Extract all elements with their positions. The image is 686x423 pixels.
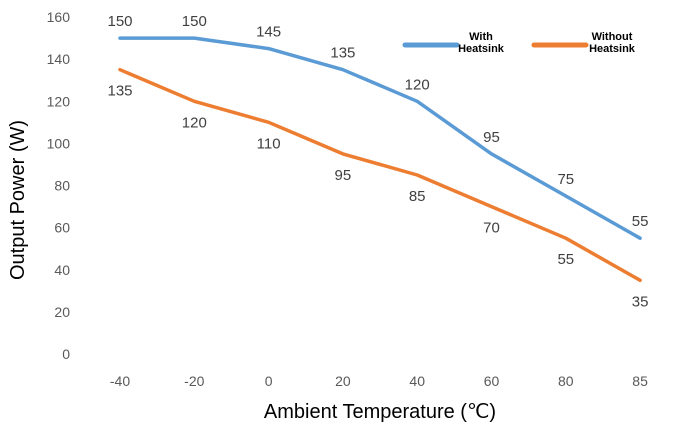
- legend-label: Heatsink: [458, 43, 505, 55]
- series-lines: [120, 38, 640, 280]
- series-line-1: [120, 38, 640, 238]
- data-label: 55: [557, 251, 574, 268]
- legend-label: With: [469, 31, 493, 43]
- data-labels: 150 150 145 135 120 95 75 55 135 120 110 95 85 70 55 35: [107, 13, 648, 310]
- x-tick-label: 40: [409, 373, 425, 389]
- x-tick-label: 80: [558, 373, 574, 389]
- data-label: 135: [107, 83, 132, 100]
- data-label: 120: [405, 76, 430, 93]
- data-label: 135: [330, 45, 355, 62]
- x-tick-label: -20: [184, 373, 204, 389]
- data-label: 70: [483, 220, 500, 237]
- x-tick-label: 60: [484, 373, 500, 389]
- legend-label: Heatsink: [589, 43, 636, 55]
- data-label: 75: [557, 171, 574, 188]
- data-label: 95: [335, 167, 352, 184]
- data-label: 55: [632, 213, 649, 230]
- data-label: 150: [182, 13, 207, 30]
- data-label: 145: [256, 24, 281, 41]
- y-tick-label: 0: [62, 346, 70, 362]
- x-tick-label: 85: [632, 373, 648, 389]
- data-label: 110: [257, 135, 281, 152]
- y-tick-label: 100: [47, 135, 71, 151]
- x-tick-label: 0: [265, 373, 273, 389]
- x-tick-label: -40: [110, 373, 130, 389]
- y-tick-label: 120: [47, 93, 71, 109]
- y-tick-label: 60: [54, 220, 70, 236]
- data-label: 120: [182, 114, 207, 131]
- data-label: 85: [409, 188, 426, 205]
- y-tick-label: 140: [47, 51, 71, 67]
- x-axis-ticks: -40 -20 0 20 40 60 80 85: [110, 373, 648, 389]
- y-axis-title: Output Power (W): [7, 120, 29, 280]
- data-label: 95: [483, 129, 500, 146]
- y-tick-label: 80: [54, 178, 70, 194]
- data-label: 35: [632, 293, 649, 310]
- y-tick-label: 40: [54, 262, 70, 278]
- x-tick-label: 20: [335, 373, 351, 389]
- y-tick-label: 160: [47, 9, 71, 25]
- y-axis-ticks: 0 20 40 60 80 100 120 140 160: [47, 9, 71, 362]
- legend-label: Without: [592, 31, 633, 43]
- x-axis-title: Ambient Temperature (℃): [264, 401, 496, 423]
- data-label: 150: [107, 13, 132, 30]
- y-tick-label: 20: [54, 304, 70, 320]
